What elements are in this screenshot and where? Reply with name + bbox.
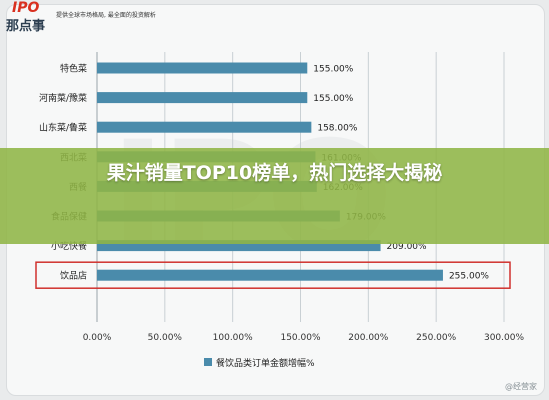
category-label: 河南菜/豫菜	[39, 92, 87, 104]
corner-mark: @经营家	[505, 382, 537, 391]
brand-logo-subtext: 那点事	[6, 19, 46, 34]
bar	[97, 62, 308, 74]
bar	[97, 240, 381, 252]
brand-logo: IPO	[12, 0, 40, 16]
x-tick-label: 100.00%	[213, 333, 253, 343]
legend-label: 餐饮品类订单金额增幅%	[216, 357, 315, 369]
bar-value-label: 255.00%	[449, 272, 489, 282]
bar	[97, 121, 312, 133]
brand-tagline: 提供全球市场格局, 最全面的投资解析	[56, 12, 156, 19]
category-label: 饮品店	[60, 270, 87, 282]
x-tick-label: 250.00%	[416, 333, 456, 343]
highlight-box	[35, 261, 511, 289]
x-tick-label: 150.00%	[280, 333, 320, 343]
title-banner	[0, 148, 549, 244]
x-tick-label: 0.00%	[83, 333, 112, 343]
bar	[97, 92, 308, 104]
legend-swatch	[204, 358, 212, 366]
bar-value-label: 155.00%	[313, 94, 353, 104]
bar-value-label: 158.00%	[317, 124, 357, 134]
header: IPO 那点事 提供全球市场格局, 最全面的投资解析	[0, 0, 549, 34]
bar-value-label: 209.00%	[387, 242, 427, 252]
bar-value-label: 155.00%	[313, 65, 353, 75]
category-label: 特色菜	[60, 63, 87, 75]
bar	[97, 269, 443, 281]
x-tick-label: 200.00%	[348, 333, 388, 343]
x-tick-label: 50.00%	[148, 333, 183, 343]
banner-title: 果汁销量TOP10榜单，热门选择大揭秘	[106, 162, 443, 184]
x-tick-label: 300.00%	[484, 333, 524, 343]
category-label: 山东菜/鲁菜	[39, 122, 87, 134]
